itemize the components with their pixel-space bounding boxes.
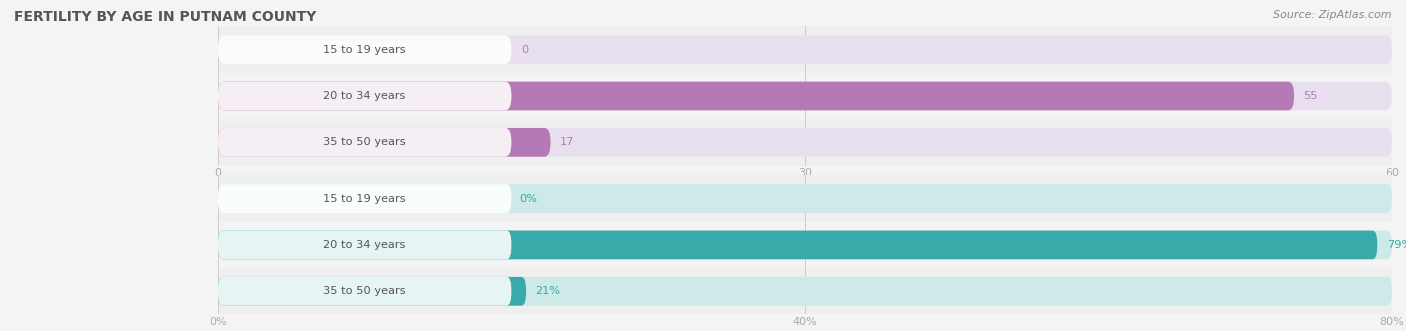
FancyBboxPatch shape	[218, 82, 512, 110]
Text: 0%: 0%	[519, 194, 537, 204]
FancyBboxPatch shape	[218, 82, 1392, 110]
Bar	[218, 222, 1392, 268]
FancyBboxPatch shape	[218, 128, 512, 157]
FancyBboxPatch shape	[218, 128, 551, 157]
Text: 15 to 19 years: 15 to 19 years	[323, 194, 406, 204]
FancyBboxPatch shape	[218, 231, 1378, 259]
FancyBboxPatch shape	[218, 128, 1392, 157]
FancyBboxPatch shape	[218, 277, 512, 306]
Text: 15 to 19 years: 15 to 19 years	[323, 45, 406, 55]
Bar	[218, 175, 1392, 222]
FancyBboxPatch shape	[218, 35, 512, 64]
Bar	[218, 268, 1392, 314]
FancyBboxPatch shape	[218, 231, 512, 259]
FancyBboxPatch shape	[218, 277, 1392, 306]
FancyBboxPatch shape	[218, 184, 1392, 213]
FancyBboxPatch shape	[218, 184, 512, 213]
Bar	[218, 26, 1392, 73]
Text: 20 to 34 years: 20 to 34 years	[323, 91, 406, 101]
FancyBboxPatch shape	[218, 35, 1392, 64]
Text: 21%: 21%	[536, 286, 561, 296]
Text: 35 to 50 years: 35 to 50 years	[323, 137, 406, 147]
FancyBboxPatch shape	[218, 231, 1392, 259]
Text: FERTILITY BY AGE IN PUTNAM COUNTY: FERTILITY BY AGE IN PUTNAM COUNTY	[14, 10, 316, 24]
Text: 55: 55	[1303, 91, 1317, 101]
Text: Source: ZipAtlas.com: Source: ZipAtlas.com	[1274, 10, 1392, 20]
Text: 20 to 34 years: 20 to 34 years	[323, 240, 406, 250]
Bar	[218, 73, 1392, 119]
Text: 17: 17	[560, 137, 575, 147]
Text: 79%: 79%	[1386, 240, 1406, 250]
FancyBboxPatch shape	[218, 82, 1294, 110]
Text: 35 to 50 years: 35 to 50 years	[323, 286, 406, 296]
Bar	[218, 119, 1392, 166]
Text: 0: 0	[522, 45, 529, 55]
FancyBboxPatch shape	[218, 277, 526, 306]
